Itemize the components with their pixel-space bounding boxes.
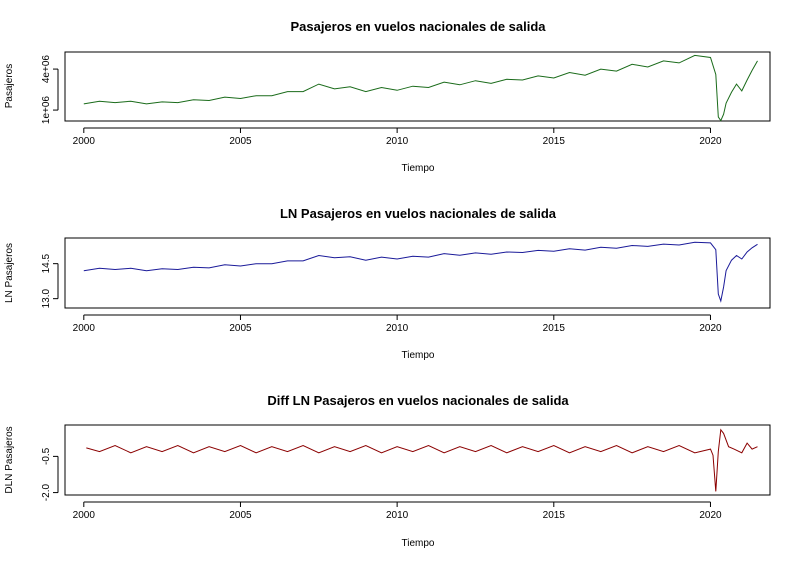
x-axis-label: Tiempo xyxy=(402,163,435,174)
chart-panel-passengers: Pasajeros en vuelos nacionales de salida… xyxy=(4,19,771,174)
y-tick-label: -2.0 xyxy=(41,484,52,502)
y-axis-label: DLN Pasajeros xyxy=(4,426,15,493)
y-tick-label: 13.0 xyxy=(41,288,52,308)
x-tick-label: 2010 xyxy=(386,136,409,147)
x-tick-label: 2020 xyxy=(699,510,722,521)
y-tick-label: 4e+06 xyxy=(41,55,52,84)
chart-title: Pasajeros en vuelos nacionales de salida xyxy=(290,19,546,34)
x-tick-label: 2010 xyxy=(386,510,409,521)
series-line xyxy=(86,428,758,492)
chart-panel-ln-passengers: LN Pasajeros en vuelos nacionales de sal… xyxy=(4,206,771,361)
y-tick-label: 14.5 xyxy=(41,253,52,273)
y-axis: -2.0 -0.5 xyxy=(41,447,59,502)
x-axis: 2000 2005 2010 2015 2020 xyxy=(73,127,722,147)
x-tick-label: 2005 xyxy=(229,510,252,521)
x-tick-label: 2015 xyxy=(543,323,566,334)
y-axis: 13.0 14.5 xyxy=(41,253,59,308)
chart-title: LN Pasajeros en vuelos nacionales de sal… xyxy=(280,206,557,221)
y-axis-label: LN Pasajeros xyxy=(4,243,15,303)
series-line xyxy=(83,241,758,303)
series-line xyxy=(83,54,758,122)
x-tick-label: 2010 xyxy=(386,323,409,334)
x-tick-label: 2000 xyxy=(73,136,96,147)
plot-frame xyxy=(64,237,771,309)
x-tick-label: 2005 xyxy=(229,323,252,334)
chart-panel-diff-ln-passengers: Diff LN Pasajeros en vuelos nacionales d… xyxy=(4,393,771,549)
y-tick-label: 1e+06 xyxy=(41,96,52,125)
x-axis-label: Tiempo xyxy=(402,350,435,361)
x-axis-label: Tiempo xyxy=(402,538,435,549)
y-axis-label: Pasajeros xyxy=(4,64,15,108)
chart-title: Diff LN Pasajeros en vuelos nacionales d… xyxy=(267,393,569,408)
x-tick-label: 2015 xyxy=(543,136,566,147)
x-tick-label: 2000 xyxy=(73,510,96,521)
x-tick-label: 2015 xyxy=(543,510,566,521)
x-tick-label: 2020 xyxy=(699,136,722,147)
x-tick-label: 2000 xyxy=(73,323,96,334)
plot-frame xyxy=(64,51,771,122)
plot-frame xyxy=(64,424,771,496)
y-axis: 1e+06 4e+06 xyxy=(41,55,59,125)
x-axis: 2000 2005 2010 2015 2020 xyxy=(73,501,722,521)
x-tick-label: 2005 xyxy=(229,136,252,147)
y-tick-label: -0.5 xyxy=(41,447,52,465)
x-axis: 2000 2005 2010 2015 2020 xyxy=(73,314,722,334)
x-tick-label: 2020 xyxy=(699,323,722,334)
